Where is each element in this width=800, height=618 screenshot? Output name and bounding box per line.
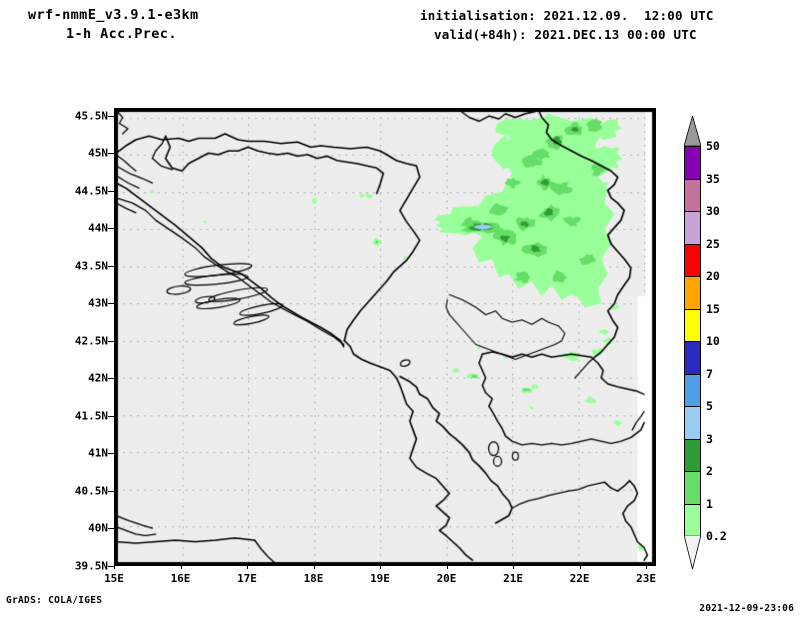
longitude-tick-mark [579,564,581,569]
colorbar-tick-label: 20 [706,269,720,283]
colorbar-band [685,179,700,212]
longitude-tick-mark [380,564,381,569]
longitude-tick-mark [513,564,515,569]
header-left-block: wrf-nmmE_v3.9.1-e3km 1-h Acc.Prec. [28,6,368,44]
latitude-tick-mark [108,566,114,567]
latitude-axis: 45.5N 45N 44.5N 44N 43.5N 43N 42.5N 42N 41.5N 41N… [0,108,108,573]
latitude-tick-label: 43N [88,296,108,310]
valid-time: valid(+84h): 2021.DEC.13 00:00 UTC [434,27,697,42]
latitude-tick-label: 42.5N [74,334,108,348]
colorbar-band [685,147,700,180]
longitude-tick-mark [446,564,448,569]
longitude-tick-label: 23E [636,572,656,585]
colorbar-band [685,277,700,310]
latitude-tick-label: 43.5N [74,259,108,273]
latitude-tick-mark [108,303,114,305]
latitude-tick-label: 41N [88,446,108,460]
latitude-tick-mark [108,153,114,155]
latitude-tick-label: 41.5N [74,409,108,423]
colorbar-bands [684,146,701,537]
render-timestamp: 2021-12-09-23:06 [699,603,794,614]
latitude-tick-label: 45N [88,146,108,160]
latitude-tick-label: 44N [88,221,108,235]
colorbar: 0.2 1 2 3 5 7 10 15 20 25 30 35 50 [684,116,727,569]
latitude-tick-mark [108,378,114,380]
latitude-tick-label: 44.5N [74,184,108,198]
latitude-tick-mark [108,265,114,267]
latitude-tick-label: 42N [88,371,108,385]
colorbar-top-arrow-icon [684,116,701,146]
colorbar-band [685,342,700,375]
colorbar-band [685,374,700,407]
header-right-block: initialisation: 2021.12.09. 12:00 UTC va… [420,6,780,44]
longitude-tick-label: 18E [303,572,324,585]
colorbar-tick-label: 1 [706,496,713,511]
longitude-axis: 15E 16E 17E 18E 19E 20E 21E 22E 23E [104,564,656,592]
longitude-tick-label: 22E [569,572,590,585]
longitude-tick-label: 19E [370,572,390,585]
precipitation-map[interactable] [116,110,654,564]
latitude-tick-mark [108,115,114,117]
colorbar-band [685,439,700,472]
colorbar-band [685,472,700,505]
colorbar-tick-label: 35 [706,171,720,186]
colorbar-tick-label: 5 [706,399,713,413]
latitude-tick-mark [108,453,114,455]
latitude-tick-label: 40N [88,521,108,535]
latitude-tick-mark [108,340,114,342]
colorbar-band [685,244,700,277]
colorbar-tick-label: 0.2 [706,529,727,543]
latitude-tick-mark [108,528,114,530]
colorbar-band [685,407,700,440]
longitude-tick-mark [180,564,182,569]
longitude-tick-label: 15E [104,572,124,585]
colorbar-tick-label: 10 [706,334,720,348]
latitude-tick-label: 39.5N [74,559,108,573]
longitude-tick-mark [247,564,248,569]
colorbar-tick-label: 7 [706,366,713,381]
colorbar-tick-label: 15 [706,301,720,316]
model-title: wrf-nmmE_v3.9.1-e3km [28,7,199,23]
colorbar-tick-label: 50 [706,139,720,153]
longitude-tick-label: 16E [170,572,191,585]
latitude-tick-label: 45.5N [74,109,108,122]
field-title: 1-h Acc.Prec. [66,26,177,42]
colorbar-band [685,504,700,537]
grads-credit: GrADS: COLA/IGES [6,595,103,606]
longitude-tick-label: 20E [436,572,457,585]
colorbar-tick-label: 2 [706,464,713,478]
latitude-tick-mark [108,228,114,230]
latitude-tick-label: 40.5N [74,484,108,498]
colorbar-tick-label: 3 [706,431,713,446]
colorbar-band [685,212,700,245]
initialisation-time: initialisation: 2021.12.09. 12:00 UTC [420,8,714,23]
latitude-tick-mark [108,415,114,417]
map-plot-frame[interactable] [114,108,656,566]
colorbar-tick-label: 30 [706,204,720,218]
longitude-tick-mark [646,564,648,569]
latitude-tick-mark [108,190,114,192]
longitude-tick-label: 17E [237,572,257,585]
colorbar-bottom-arrow-icon [684,535,701,569]
colorbar-tick-label: 25 [706,236,720,251]
longitude-tick-mark [313,564,315,569]
latitude-tick-mark [108,490,114,492]
longitude-tick-label: 21E [503,572,523,585]
colorbar-band [685,309,700,342]
longitude-tick-mark [114,564,115,569]
